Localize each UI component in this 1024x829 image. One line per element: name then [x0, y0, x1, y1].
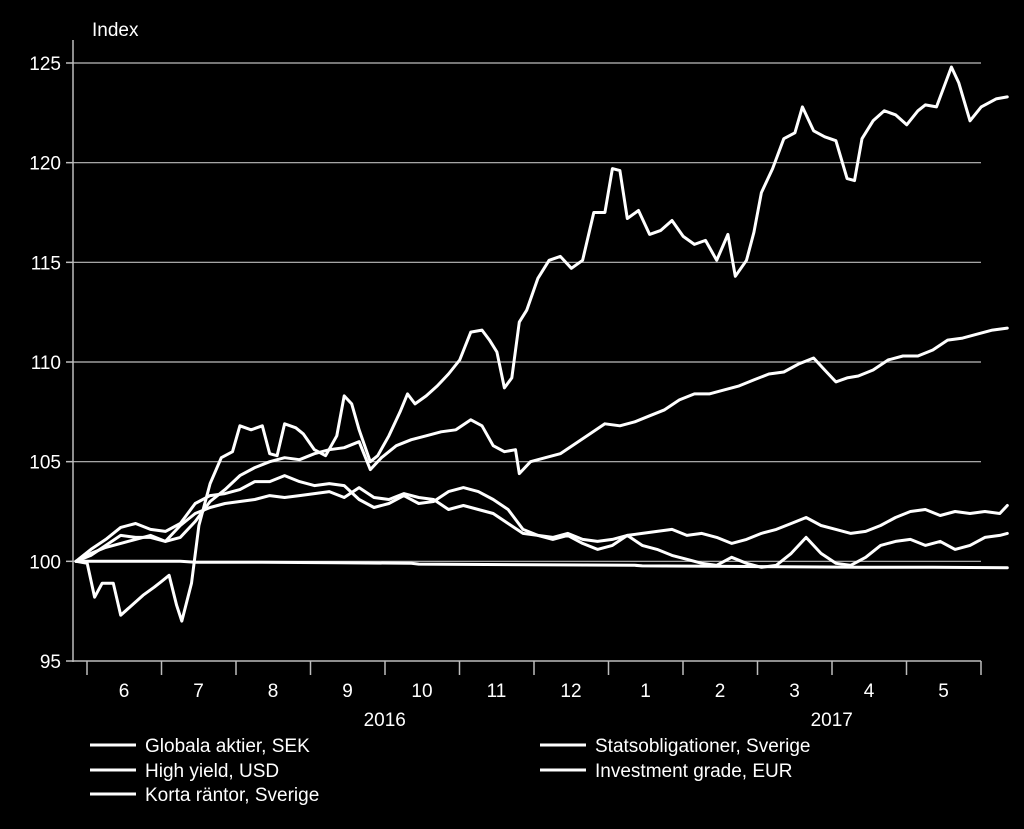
x-tick-label: 12: [560, 681, 581, 702]
y-tick-label: 125: [29, 54, 61, 75]
axes: [72, 40, 981, 662]
series-line-5: [74, 474, 1009, 569]
x-tick-label: 4: [864, 681, 875, 702]
x-tick-label: 5: [938, 681, 949, 702]
legend: Globala aktier, SEK High yield, USD Korta …: [90, 736, 810, 806]
y-tick-label: 110: [31, 353, 61, 374]
x-tick-label: 7: [193, 681, 204, 702]
series-lines: [74, 65, 1009, 623]
x-tick-label: 10: [411, 681, 432, 702]
legend-label: Korta räntor, Sverige: [145, 785, 319, 806]
legend-label: High yield, USD: [145, 761, 279, 782]
x-year-label: 2017: [811, 710, 853, 731]
y-tick-label: 105: [29, 453, 61, 474]
y-tick-label: 115: [31, 253, 61, 274]
y-tick-label: 100: [29, 552, 61, 573]
x-tick-label: 8: [268, 681, 279, 702]
series-line-2: [74, 326, 1009, 563]
x-year-label: 2016: [364, 710, 406, 731]
legend-label: Globala aktier, SEK: [145, 736, 310, 757]
legend-label: Investment grade, EUR: [595, 761, 792, 782]
legend-label: Statsobligationer, Sverige: [595, 736, 810, 757]
x-tick-label: 6: [119, 681, 130, 702]
series-line-3: [74, 559, 1009, 570]
x-tick-label: 9: [342, 681, 353, 702]
y-axis-title: Index: [92, 20, 139, 41]
y-tick-label: 120: [29, 154, 61, 175]
x-tick-label: 3: [789, 681, 800, 702]
y-tick-label: 95: [40, 652, 61, 673]
x-tick-label: 1: [640, 681, 651, 702]
series-line-1: [74, 65, 1009, 623]
x-tick-label: 11: [487, 681, 507, 702]
x-tick-label: 2: [715, 681, 726, 702]
